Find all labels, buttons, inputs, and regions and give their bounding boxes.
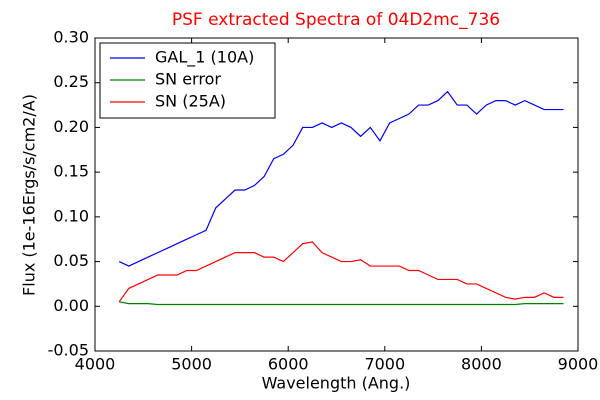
x-tick-label: 5000 — [171, 355, 212, 374]
legend-label: GAL_1 (10A) — [155, 48, 254, 68]
x-tick-label: 4000 — [75, 355, 116, 374]
series-line — [119, 301, 564, 306]
x-tick-label: 6000 — [268, 355, 309, 374]
y-axis-label: Flux (1e-16Ergs/s/cm2/A) — [20, 94, 39, 296]
legend-label: SN error — [155, 70, 221, 89]
series-line — [118, 241, 564, 303]
y-tick-label: -0.05 — [48, 341, 89, 360]
x-tick-label: 7000 — [364, 355, 405, 374]
plot-frame — [94, 37, 579, 352]
legend-label: SN (25A) — [155, 92, 226, 111]
y-tick-label: 0.30 — [53, 28, 89, 47]
y-tick-label: 0.20 — [53, 117, 89, 136]
y-tick-label: 0.25 — [53, 72, 89, 91]
x-axis-label: Wavelength (Ang.) — [262, 374, 411, 393]
chart-title: PSF extracted Spectra of 04D2mc_736 — [172, 10, 500, 30]
y-tick-label: 0.05 — [53, 251, 89, 270]
x-tick-label: 8000 — [461, 355, 502, 374]
y-tick-label: 0.00 — [53, 296, 89, 315]
y-tick-label: 0.15 — [53, 162, 89, 181]
series-line — [118, 90, 564, 267]
x-tick-label: 9000 — [558, 355, 599, 374]
y-tick-label: 0.10 — [53, 206, 89, 225]
